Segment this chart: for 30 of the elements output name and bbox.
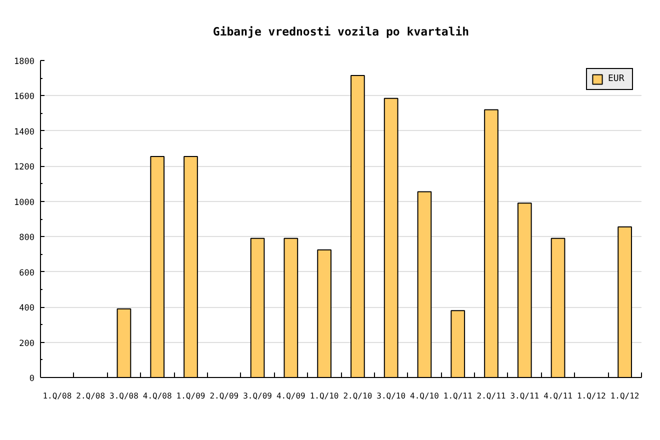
y-tick-label: 1600 — [14, 92, 35, 102]
x-tick-label: 3.Q/10 — [376, 392, 406, 400]
y-tick-label: 800 — [19, 233, 35, 244]
x-tick-label: 3.Q/09 — [243, 392, 272, 400]
x-tick-label: 1.Q/09 — [176, 392, 206, 400]
y-tick-label: 1400 — [14, 127, 35, 138]
y-tick-label: 1800 — [14, 57, 35, 67]
chart-title: Gibanje vrednosti vozila po kvartalih — [212, 24, 470, 38]
x-tick-label: 4.Q/11 — [544, 392, 573, 400]
x-tick-label: 1.Q/12 — [576, 392, 606, 400]
x-tick-label: 2.Q/10 — [343, 392, 372, 400]
x-tick-label: 3.Q/11 — [510, 392, 540, 400]
y-tick-label: 400 — [19, 304, 35, 314]
x-tick-label: 2.Q/08 — [76, 392, 106, 400]
x-tick-label: 2.Q/09 — [210, 392, 239, 400]
y-tick-label: 1000 — [14, 198, 35, 208]
x-tick-label: 4.Q/09 — [276, 392, 306, 400]
x-tick-label: 4.Q/10 — [410, 392, 440, 400]
y-tick-label: 600 — [19, 268, 35, 278]
y-tick-label: 200 — [19, 338, 35, 349]
x-tick-label: 1.Q/12 — [610, 392, 640, 400]
x-tick-label: 1.Q/11 — [443, 392, 472, 400]
x-tick-label: 1.Q/08 — [42, 392, 72, 400]
x-tick-label: 1.Q/10 — [310, 392, 339, 400]
legend-label: EUR — [608, 74, 626, 84]
x-tick-label: 4.Q/08 — [142, 392, 172, 400]
y-tick-label: 1200 — [14, 162, 35, 173]
y-tick-label: 0 — [29, 374, 35, 384]
x-tick-label: 2.Q/11 — [476, 392, 506, 400]
x-tick-label: 3.Q/08 — [110, 392, 139, 400]
